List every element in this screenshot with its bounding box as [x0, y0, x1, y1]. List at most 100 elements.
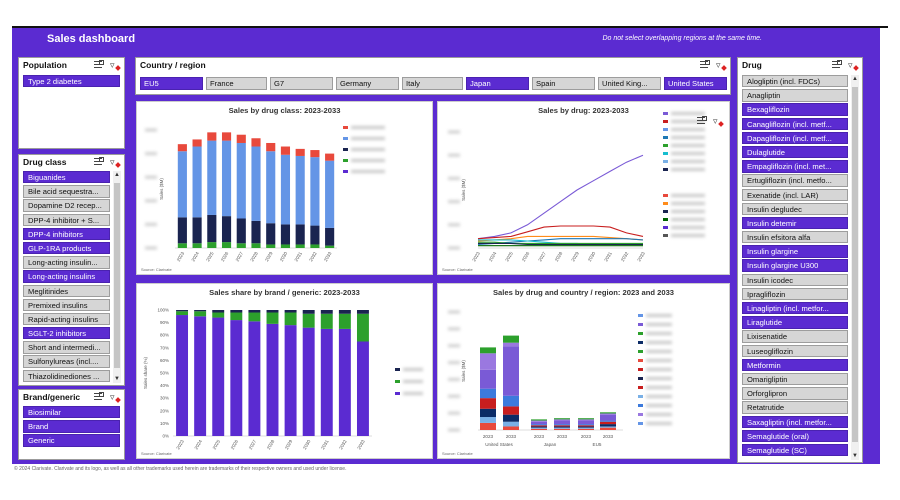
x-tick-label: 2031 [320, 439, 330, 451]
drug-item-bexagliflozin[interactable]: Bexagliflozin [742, 103, 848, 116]
drug-item-canagliflozin-incl-metf[interactable]: Canagliflozin (incl. metf... [742, 117, 848, 130]
bar-segment [266, 223, 276, 245]
multi-select-icon[interactable] [94, 60, 104, 70]
bar-segment [176, 311, 189, 316]
drug-item-insulin-icodec[interactable]: Insulin icodec [742, 273, 848, 287]
country-item-italy[interactable]: Italy [402, 77, 463, 90]
country-item-japan[interactable]: Japan [466, 77, 529, 90]
y-tick-label: 60% [160, 358, 169, 363]
drug-item-insulin-degludec[interactable]: Insulin degludec [742, 202, 848, 216]
bar-segment [320, 328, 333, 436]
drug-item-insulin-efsitora-alfa[interactable]: Insulin efsitora alfa [742, 231, 848, 244]
drug-item-dapagliflozin-incl-metf[interactable]: Dapagliflozin (incl. metf... [742, 131, 848, 145]
drug-item-insulin-detemir[interactable]: Insulin detemir [742, 216, 848, 230]
multi-select-icon[interactable] [94, 392, 104, 402]
drug-class-item-dpp-4-inhibitor-s[interactable]: DPP-4 inhibitor + S... [23, 213, 110, 226]
drug-class-item-dopamine-d2-recep[interactable]: Dopamine D2 recep... [23, 199, 110, 212]
drug-item-alogliptin-incl-fdcs[interactable]: Alogliptin (incl. FDCs) [742, 75, 848, 88]
drug-item-metformin[interactable]: Metformin [742, 358, 848, 372]
country-item-eu5[interactable]: EU5 [140, 77, 203, 90]
brand-generic-item-generic[interactable]: Generic [23, 434, 120, 447]
group-label: EU5 [593, 442, 602, 447]
scroll-thumb[interactable] [114, 183, 120, 368]
drug-class-item-thiazolidinediones[interactable]: Thiazolidinediones ... [23, 369, 110, 383]
bar-segment [338, 310, 351, 314]
drug-item-omarigliptin[interactable]: Omarigliptin [742, 372, 848, 386]
chart-sales-by-drug-country-svg: Sales ($M) 2023 2033 2023 2033 2023 2033 United… [448, 310, 672, 447]
drug-item-ipragliflozin[interactable]: Ipragliflozin [742, 287, 848, 301]
drug-item-lixisenatide[interactable]: Lixisenatide [742, 330, 848, 343]
country-item-united-states[interactable]: United States [664, 77, 727, 90]
drug-item-luseogliflozin[interactable]: Luseogliflozin [742, 344, 848, 357]
clear-filter-icon[interactable]: ▿ [110, 157, 120, 167]
legend-swatch [343, 159, 348, 162]
bar-segment [221, 216, 232, 243]
country-item-france[interactable]: France [206, 77, 267, 90]
multi-select-icon[interactable] [700, 60, 710, 70]
bar-segment [480, 369, 496, 389]
bar-segment [280, 146, 291, 155]
bar-segment [207, 242, 217, 248]
drug-class-item-sglt-2-inhibitors[interactable]: SGLT-2 inhibitors [23, 327, 110, 340]
scroll-up-icon[interactable]: ▲ [852, 76, 858, 82]
scroll-down-icon[interactable]: ▼ [114, 376, 120, 382]
clear-filter-icon[interactable]: ▿ [716, 60, 726, 70]
country-item-united-king[interactable]: United King... [598, 77, 661, 90]
y-tick-label: 70% [160, 345, 169, 350]
clear-filter-icon[interactable]: ▿ [110, 60, 120, 70]
drug-item-saxagliptin-incl-metfor[interactable]: Saxagliptin (incl. metfor... [742, 415, 848, 428]
drug-class-item-glp-1ra-products[interactable]: GLP-1RA products [23, 241, 110, 255]
country-item-spain[interactable]: Spain [532, 77, 595, 90]
drug-item-insulin-glargine[interactable]: Insulin glargine [742, 245, 848, 258]
bar-segment [266, 142, 276, 152]
drug-class-item-long-acting-insulin[interactable]: Long-acting insulin... [23, 256, 110, 269]
multi-select-icon[interactable] [94, 157, 104, 167]
drug-class-item-short-and-intermedi[interactable]: Short and intermedi... [23, 341, 110, 354]
series-line [478, 242, 643, 246]
drug-class-item-bile-acid-sequestra[interactable]: Bile acid sequestra... [23, 185, 110, 198]
drug-item-insulin-glargine-u300[interactable]: Insulin glargine U300 [742, 259, 848, 272]
drug-item-exenatide-incl-lar[interactable]: Exenatide (incl. LAR) [742, 188, 848, 201]
y-tick-label: 10% [160, 421, 169, 426]
y-tick-label: 40% [160, 383, 169, 388]
scroll-up-icon[interactable]: ▲ [114, 172, 120, 178]
drug-class-item-dpp-4-inhibitors[interactable]: DPP-4 inhibitors [23, 227, 110, 241]
country-item-germany[interactable]: Germany [336, 77, 399, 90]
drug-class-item-premixed-insulins[interactable]: Premixed insulins [23, 298, 110, 312]
drug-class-item-rapid-acting-insulins[interactable]: Rapid-acting insulins [23, 312, 110, 326]
drug-class-item-biguanides[interactable]: Biguanides [23, 171, 110, 184]
scroll-thumb[interactable] [852, 87, 858, 442]
clear-filter-icon[interactable]: ▿ [110, 392, 120, 402]
drug-class-item-meglitinides[interactable]: Meglitinides [23, 284, 110, 297]
y-tick-label: 0% [162, 434, 169, 439]
drug-class-item-sulfonylureas-incl[interactable]: Sulfonylureas (incl.... [23, 355, 110, 368]
multi-select-icon[interactable] [832, 60, 842, 70]
bar-segment [194, 316, 207, 436]
y-tick-blurred [145, 246, 157, 250]
drug-class-item-long-acting-insulins[interactable]: Long-acting insulins [23, 270, 110, 283]
drug-item-ertugliflozin-incl-metfo[interactable]: Ertugliflozin (incl. metfo... [742, 174, 848, 187]
clear-filter-icon[interactable]: ▿ [713, 116, 723, 126]
scroll-down-icon[interactable]: ▼ [852, 453, 858, 459]
bar-segment [207, 140, 217, 215]
drug-item-anagliptin[interactable]: Anagliptin [742, 89, 848, 102]
country-item-g7[interactable]: G7 [270, 77, 333, 90]
brand-generic-slicer: Brand/generic ▿ Biosimilar Brand Generic [18, 389, 125, 460]
brand-generic-item-brand[interactable]: Brand [23, 420, 120, 433]
bar-segment [338, 313, 351, 329]
drug-item-linagliptin-incl-metfor[interactable]: Linagliptin (incl. metfor... [742, 302, 848, 315]
clear-filter-icon[interactable]: ▿ [848, 60, 858, 70]
drug-item-retatrutide[interactable]: Retatrutide [742, 401, 848, 414]
drug-item-empagliflozin-incl-met[interactable]: Empagliflozin (incl. met... [742, 160, 848, 173]
drug-item-semaglutide-sc[interactable]: Semaglutide (SC) [742, 443, 848, 457]
bar-segment [480, 398, 496, 409]
drug-item-dulaglutide[interactable]: Dulaglutide [742, 145, 848, 159]
drug-item-orforglipron[interactable]: Orforglipron [742, 387, 848, 400]
drug-item-liraglutide[interactable]: Liraglutide [742, 316, 848, 329]
brand-generic-item-biosimilar[interactable]: Biosimilar [23, 406, 120, 419]
drug-item-semaglutide-oral[interactable]: Semaglutide (oral) [742, 429, 848, 443]
population-item-type-2-diabetes[interactable]: Type 2 diabetes [23, 75, 120, 88]
multi-select-icon[interactable] [697, 116, 707, 126]
drug-class-scrollbar[interactable]: ▲ ▼ [113, 171, 121, 383]
drug-scrollbar[interactable]: ▲ ▼ [851, 75, 859, 460]
